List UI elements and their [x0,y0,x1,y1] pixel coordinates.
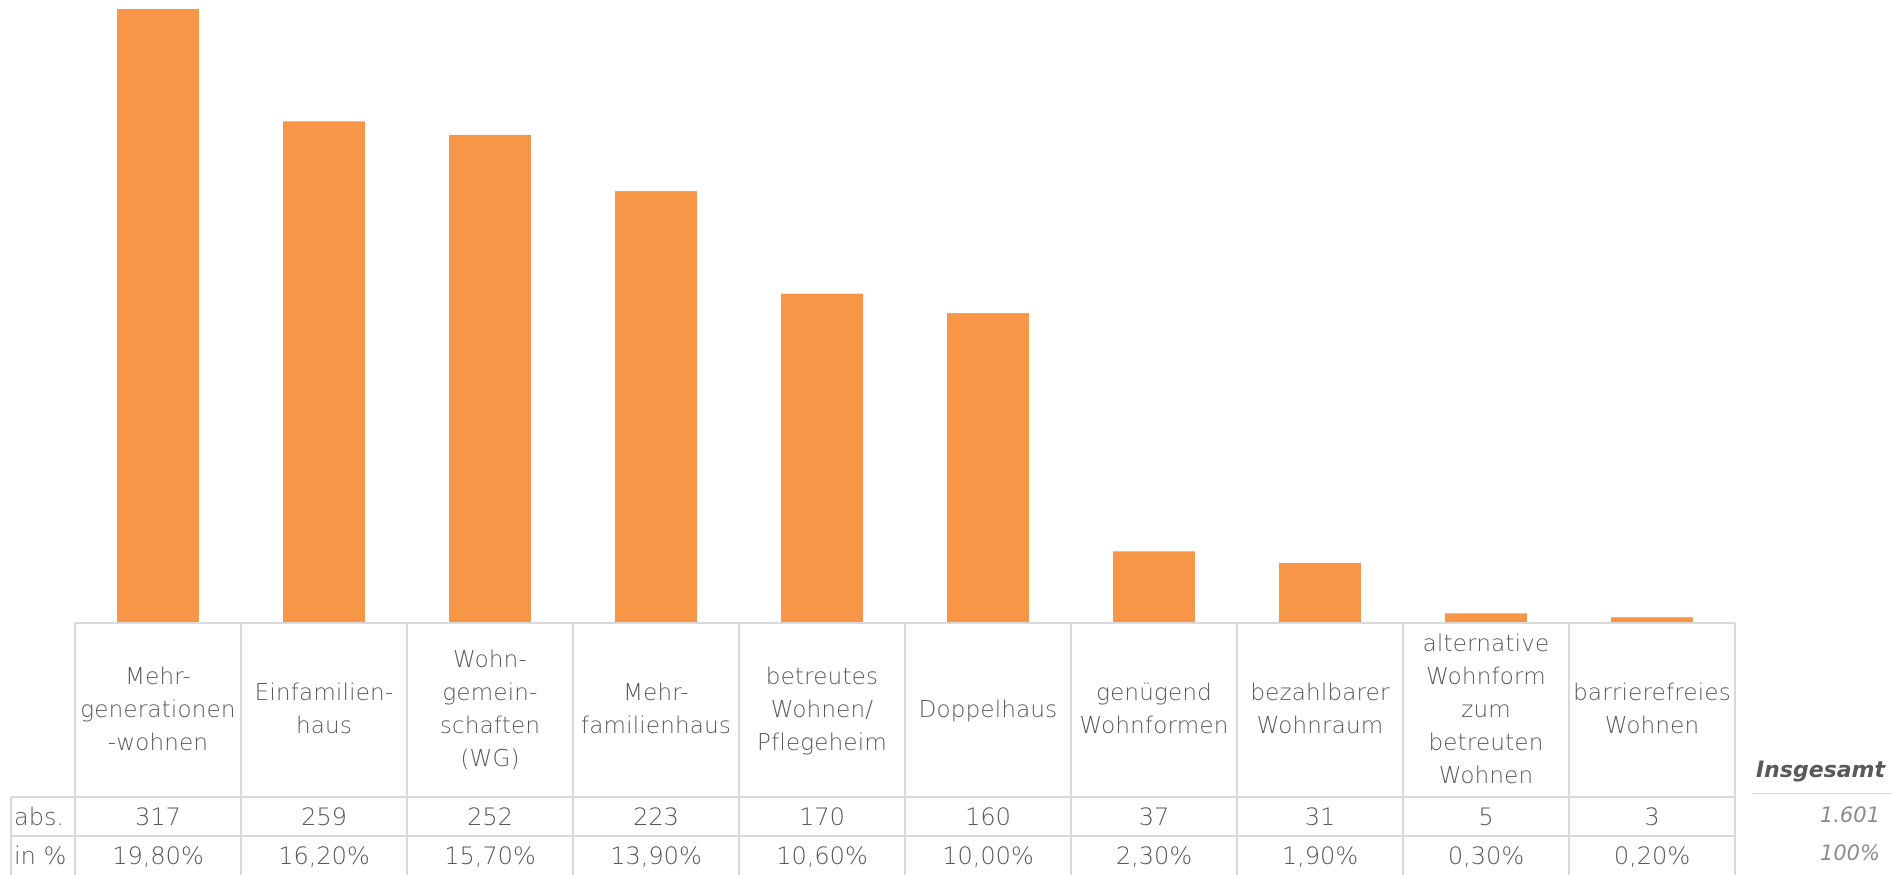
table-cell-abs: 160 [965,802,1011,831]
table-cell-abs: 170 [799,802,845,831]
table-cell-pct: 15,70% [444,841,536,870]
totals-abs: 1.601 [1819,803,1880,827]
table-cell-pct: 0,20% [1613,841,1691,870]
table-cell-abs: 223 [633,802,679,831]
table-cell-abs: 317 [135,802,181,831]
table-cell-pct: 10,60% [776,841,868,870]
table-row-label: abs. [14,802,65,831]
totals-label: Insgesamt [1756,758,1885,783]
table-cell-abs: 5 [1478,802,1494,831]
bar [947,313,1029,623]
category-label: Wohn- gemein- schaften (WG) [439,647,541,772]
table-cell-pct: 13,90% [610,841,702,870]
category-label: bezahlbarer Wohnraum [1250,680,1390,739]
table-cell-pct: 16,20% [278,841,370,870]
category-label: alternative Wohnform zum betreuten Wohne… [1422,630,1550,789]
bar [615,191,697,623]
bar [1445,613,1527,623]
bar [449,134,531,623]
table-cell-pct: 2,30% [1115,841,1193,870]
category-label: betreutes Wohnen/ Pflegeheim [757,663,887,756]
totals-pct: 100% [1819,841,1880,865]
category-label: Einfamilien- haus [254,680,394,739]
category-label: genügend Wohnformen [1079,680,1229,739]
category-label: Mehr- generationen -wohnen [80,663,236,756]
bar [117,9,199,623]
category-label: Mehr- familienhaus [580,680,732,739]
category-label: barrierefreies Wohnen [1573,680,1731,739]
category-label: Doppelhaus [918,696,1058,723]
table-cell-abs: 31 [1304,802,1336,831]
table-cell-abs: 259 [301,802,347,831]
bar [781,293,863,623]
bar [283,121,365,623]
table-cell-pct: 10,00% [942,841,1034,870]
table-cell-abs: 3 [1644,802,1660,831]
table-cell-pct: 1,90% [1281,841,1359,870]
table-cell-pct: 19,80% [112,841,204,870]
table-cell-abs: 252 [467,802,513,831]
table-cell-abs: 37 [1138,802,1170,831]
table-row-label: in % [14,841,67,870]
bar [1279,562,1361,623]
bar [1611,617,1693,623]
bar [1113,551,1195,623]
totals-underline [1752,793,1892,794]
table-cell-pct: 0,30% [1447,841,1525,870]
